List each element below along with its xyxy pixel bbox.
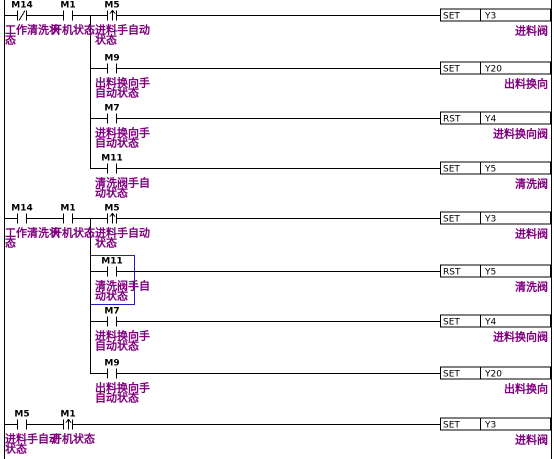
contact-edge	[109, 212, 116, 224]
contact-comment: 清洗阀手自	[95, 279, 150, 293]
contact-comment: 出料换向手	[95, 76, 150, 90]
contact-address: M14	[11, 1, 32, 11]
contact-gap	[64, 10, 72, 21]
contact-gap	[64, 213, 72, 224]
coil-comment: 进料阀	[515, 433, 548, 447]
coil-comment: 出料换向	[504, 77, 548, 91]
coil-operand: Y20	[484, 65, 502, 75]
coil-comment: 进料换向阀	[493, 127, 548, 141]
coil-instruction: SET	[443, 165, 460, 175]
contact-address: M1	[60, 1, 75, 11]
coil-comment: 出料换向	[504, 382, 548, 396]
coil-box	[440, 8, 551, 22]
contact-comment: 态	[5, 33, 16, 47]
coil-comment: 进料阀	[515, 227, 548, 241]
coil-box	[440, 161, 551, 175]
contact-slash	[18, 10, 26, 21]
contact-gap	[108, 316, 116, 327]
contact-gap	[18, 213, 26, 224]
contact-comment: 动状态	[95, 289, 128, 303]
coil-instruction: SET	[443, 370, 460, 380]
coil-operand: Y5	[484, 268, 496, 278]
contact-comment: 工作清洗状	[5, 23, 61, 37]
contact-comment: 自动状态	[95, 86, 139, 100]
contact-address: M11	[101, 154, 122, 164]
contact-address: M9	[104, 54, 119, 64]
contact-comment: 工作清洗状	[5, 226, 61, 240]
coil-box	[440, 264, 551, 278]
coil-instruction: SET	[443, 12, 460, 22]
coil-box	[440, 366, 551, 380]
coil-operand: Y3	[484, 12, 496, 22]
coil-box	[440, 211, 551, 225]
contact-comment: 开机状态	[51, 226, 95, 240]
contact-edge	[65, 418, 72, 430]
contact-address: M11	[101, 257, 122, 267]
coil-instruction: SET	[443, 215, 460, 225]
contact-address: M5	[14, 410, 29, 420]
contact-address: M5	[104, 204, 119, 214]
coil-box	[440, 314, 551, 328]
coil-instruction: SET	[443, 65, 460, 75]
coil-box	[440, 111, 551, 125]
coil-instruction: RST	[443, 115, 461, 125]
contact-address: M7	[104, 104, 119, 114]
contact-gap	[108, 368, 116, 379]
coil-instruction: SET	[443, 318, 460, 328]
contact-address: M1	[60, 204, 75, 214]
contact-comment: 状态	[95, 33, 117, 47]
contact-comment: 态	[5, 236, 16, 250]
contact-comment: 自动状态	[95, 136, 139, 150]
coil-operand: Y3	[484, 215, 496, 225]
coil-comment: 进料阀	[515, 24, 548, 38]
coil-instruction: RST	[443, 268, 461, 278]
contact-comment: 进料手自动	[95, 23, 150, 37]
coil-comment: 清洗阀	[515, 177, 548, 191]
contact-comment: 清洗阀手自	[95, 176, 150, 190]
contact-address: M14	[11, 204, 32, 214]
contact-comment: 进料换向手	[95, 329, 150, 343]
coil-operand: Y5	[484, 165, 496, 175]
contact-comment: 状态	[5, 442, 27, 456]
contact-gap	[108, 266, 116, 277]
coil-comment: 清洗阀	[515, 280, 548, 294]
contact-address: M7	[104, 307, 119, 317]
contact-gap	[108, 63, 116, 74]
contact-gap	[108, 113, 116, 124]
coil-instruction: SET	[443, 421, 460, 431]
contact-comment: 进料手自动	[5, 432, 60, 446]
contact-edge	[109, 9, 116, 21]
contact-comment: 动状态	[95, 186, 128, 200]
contact-comment: 开机状态	[51, 432, 95, 446]
contact-comment: 进料换向手	[95, 126, 150, 140]
contact-gap	[18, 419, 26, 430]
contact-comment: 进料手自动	[95, 226, 150, 240]
contact-comment: 开机状态	[51, 23, 95, 37]
coil-comment: 进料换向阀	[493, 330, 548, 344]
coil-operand: Y20	[484, 370, 502, 380]
coil-operand: Y4	[484, 318, 496, 328]
coil-operand: Y4	[484, 115, 496, 125]
contact-comment: 自动状态	[95, 391, 139, 405]
coil-operand: Y3	[484, 421, 496, 431]
contact-comment: 状态	[95, 236, 117, 250]
contact-gap	[108, 163, 116, 174]
contact-address: M9	[104, 359, 119, 369]
contact-address: M5	[104, 1, 119, 11]
contact-comment: 自动状态	[95, 339, 139, 353]
coil-box	[440, 417, 551, 431]
contact-comment: 出料换向手	[95, 381, 150, 395]
coil-box	[440, 61, 551, 75]
contact-address: M1	[60, 410, 75, 420]
